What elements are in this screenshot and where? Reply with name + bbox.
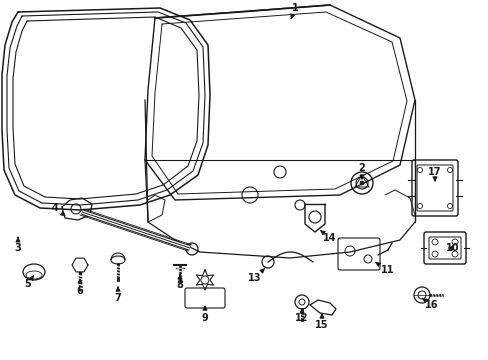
Text: 16: 16 bbox=[422, 298, 438, 310]
Text: 14: 14 bbox=[320, 230, 336, 243]
Text: 17: 17 bbox=[427, 167, 441, 181]
Text: 4: 4 bbox=[52, 203, 65, 216]
Text: 3: 3 bbox=[15, 237, 21, 253]
Text: 15: 15 bbox=[315, 314, 328, 330]
Text: 6: 6 bbox=[77, 279, 83, 296]
Text: 13: 13 bbox=[248, 268, 264, 283]
Text: 9: 9 bbox=[201, 306, 208, 323]
Text: 10: 10 bbox=[446, 243, 459, 253]
Text: 11: 11 bbox=[375, 262, 394, 275]
Text: 7: 7 bbox=[114, 287, 121, 303]
Circle shape bbox=[359, 181, 363, 185]
Text: 8: 8 bbox=[176, 274, 183, 290]
Text: 2: 2 bbox=[358, 163, 365, 179]
Text: 1: 1 bbox=[290, 3, 298, 19]
Text: 12: 12 bbox=[295, 309, 308, 323]
Text: 5: 5 bbox=[24, 276, 33, 289]
